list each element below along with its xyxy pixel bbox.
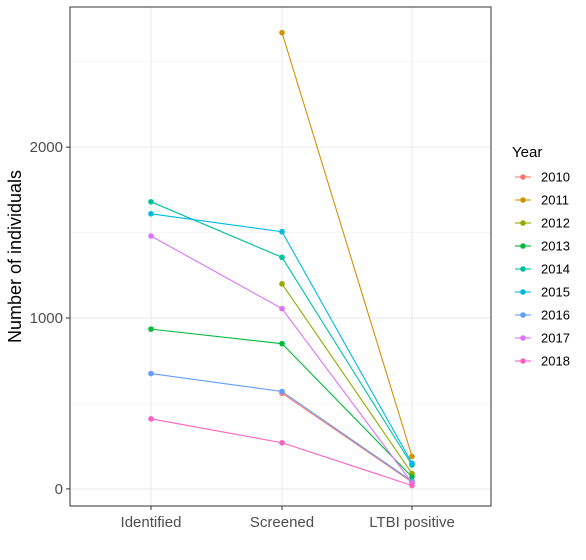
legend-key-point bbox=[520, 358, 526, 364]
legend-key-point bbox=[520, 197, 526, 203]
legend-key-point bbox=[520, 289, 526, 295]
data-point-2017 bbox=[279, 305, 285, 312]
x-tick-label: Screened bbox=[250, 514, 314, 531]
data-point-2011 bbox=[279, 29, 285, 36]
data-point-2014 bbox=[148, 199, 154, 205]
legend: Year 2010 2011 2012 2013 2014 2015 2016 2017 201… bbox=[512, 144, 570, 369]
data-point-2013 bbox=[279, 340, 285, 347]
data-point-2015 bbox=[148, 210, 154, 217]
y-tick-label: 2000 bbox=[30, 139, 63, 156]
legend-key-point bbox=[520, 335, 526, 341]
legend-label: 2014 bbox=[541, 262, 570, 277]
data-point-2013 bbox=[148, 326, 154, 332]
data-point-2012 bbox=[279, 281, 285, 287]
data-point-2016 bbox=[148, 370, 154, 377]
y-tick-label: 1000 bbox=[30, 310, 63, 327]
legend-label: 2016 bbox=[541, 308, 570, 323]
series-line-2010 bbox=[281, 392, 413, 483]
series-points bbox=[148, 29, 415, 489]
legend-label: 2017 bbox=[541, 331, 570, 346]
legend-title: Year bbox=[512, 144, 542, 161]
grid bbox=[70, 7, 491, 506]
y-tick-label: 0 bbox=[55, 481, 63, 498]
data-point-2018 bbox=[409, 482, 415, 489]
series-line-2011 bbox=[281, 32, 413, 457]
data-point-2017 bbox=[148, 233, 154, 239]
legend-label: 2011 bbox=[541, 193, 569, 208]
x-tick-label: Identified bbox=[121, 514, 182, 531]
axes: 0 1000 2000 Identified Screened LTBI positive bbox=[30, 139, 455, 531]
data-point-2015 bbox=[409, 460, 415, 467]
legend-key-point bbox=[520, 266, 526, 272]
data-point-2016 bbox=[279, 388, 285, 395]
series-line-2012 bbox=[281, 283, 413, 474]
x-tick-label: LTBI positive bbox=[369, 514, 455, 531]
data-point-2018 bbox=[279, 439, 285, 446]
legend-label: 2018 bbox=[541, 354, 570, 369]
data-point-2011 bbox=[409, 453, 415, 460]
legend-label: 2013 bbox=[541, 239, 570, 254]
legend-key-point bbox=[520, 312, 526, 318]
legend-label: 2015 bbox=[541, 285, 570, 300]
data-point-2014 bbox=[279, 254, 285, 261]
legend-label: 2012 bbox=[541, 216, 570, 231]
legend-key-point bbox=[520, 174, 526, 180]
data-point-2013 bbox=[409, 474, 415, 480]
legend-key-point bbox=[520, 220, 526, 226]
y-axis-title: Number of individuals bbox=[5, 170, 25, 343]
legend-label: 2010 bbox=[541, 170, 570, 185]
legend-key-point bbox=[520, 243, 526, 249]
data-point-2018 bbox=[148, 416, 154, 422]
data-point-2015 bbox=[279, 228, 285, 235]
plot-panel-border bbox=[69, 6, 492, 507]
